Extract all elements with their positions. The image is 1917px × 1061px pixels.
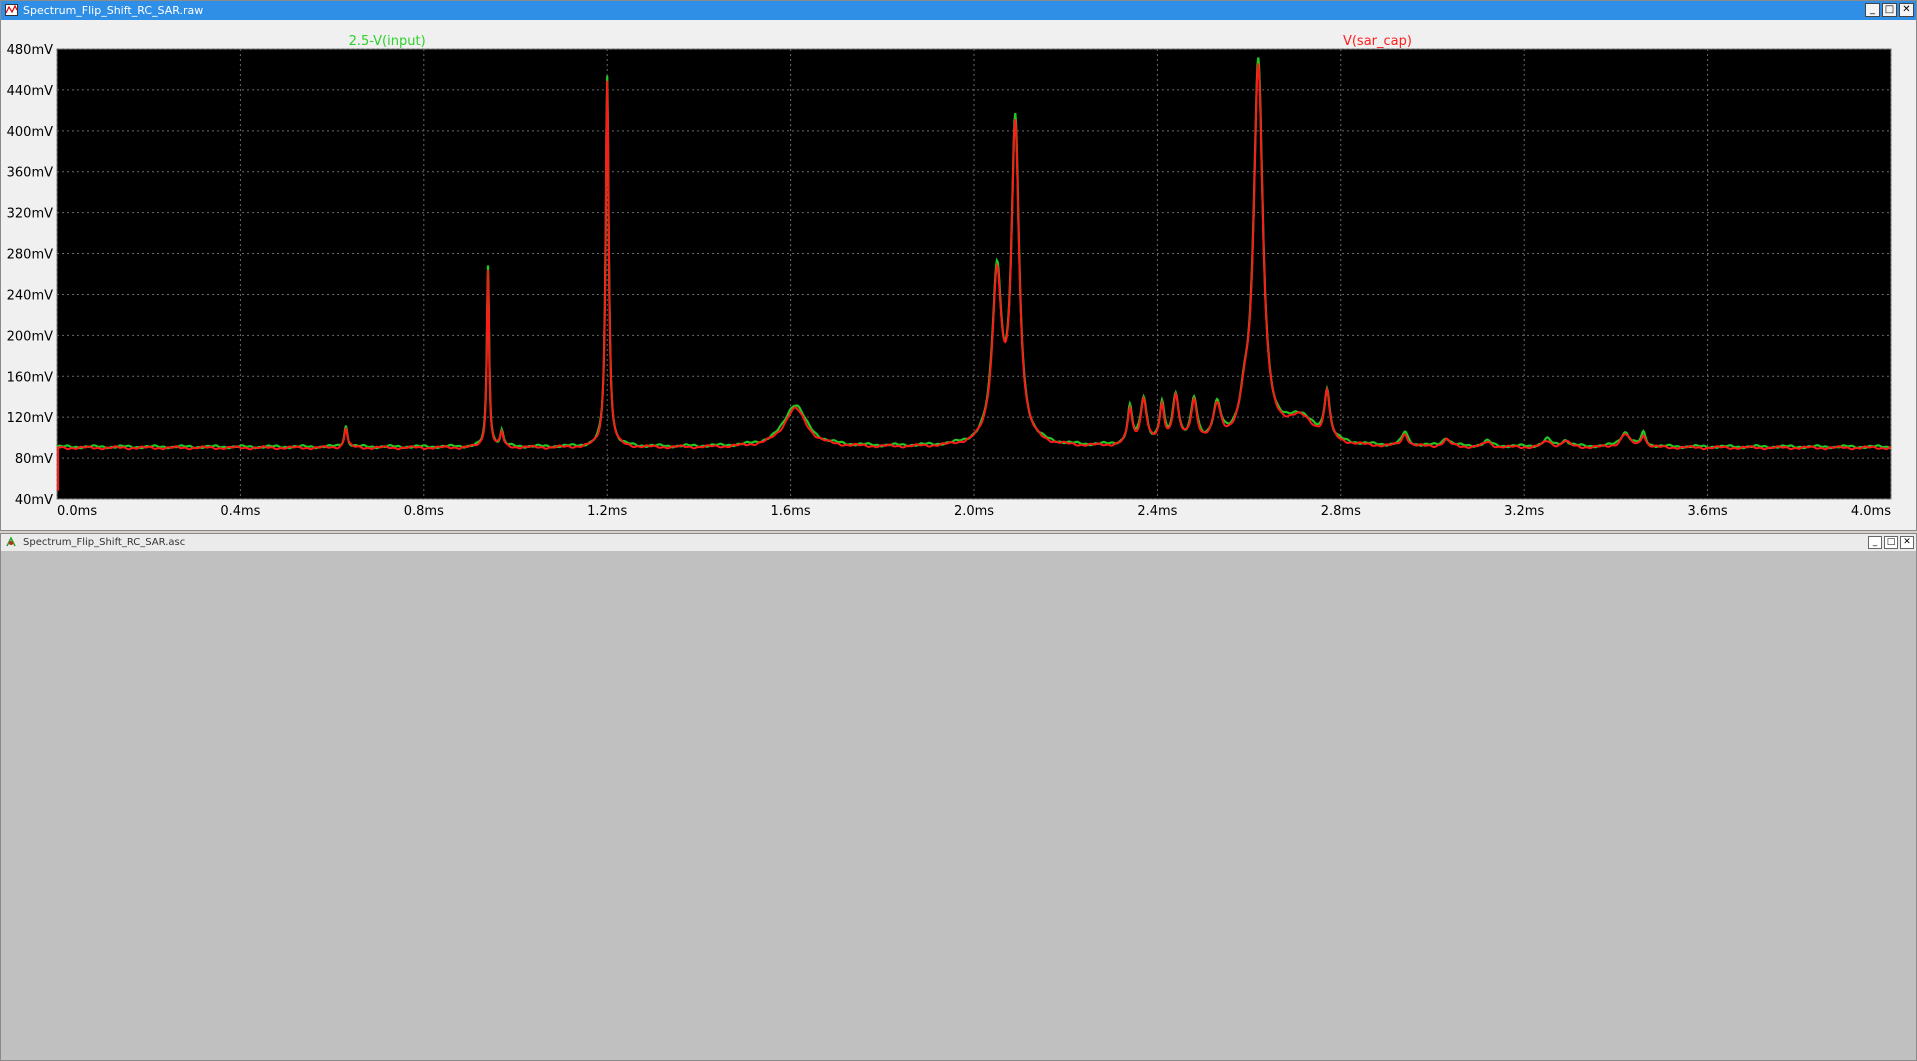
- x-tick-label: 3.6ms: [1688, 504, 1728, 519]
- schematic-app-icon: [6, 536, 16, 547]
- series-line-sar-cap[interactable]: [56, 63, 1892, 451]
- y-tick-label: 280mV: [7, 248, 53, 263]
- y-tick-label: 40mV: [15, 493, 53, 508]
- schematic-minimize-button[interactable]: _: [1868, 536, 1882, 549]
- x-tick-label: 4.0ms: [1851, 504, 1891, 519]
- minimize-button[interactable]: _: [1865, 3, 1880, 17]
- y-tick-label: 480mV: [7, 43, 53, 58]
- schematic-canvas[interactable]: + − + + − + − + − + −: [1, 552, 1916, 1060]
- schematic-window: Spectrum_Flip_Shift_RC_SAR.asc _ □ ✕: [0, 533, 1917, 1061]
- schematic-window-title: Spectrum_Flip_Shift_RC_SAR.asc: [23, 537, 186, 548]
- schematic-maximize-button[interactable]: □: [1884, 536, 1898, 549]
- x-tick-label: 0.4ms: [220, 504, 260, 519]
- x-tick-label: 2.4ms: [1137, 504, 1177, 519]
- y-tick-label: 160mV: [7, 370, 53, 385]
- close-button[interactable]: ✕: [1899, 3, 1914, 17]
- legend-sar-cap[interactable]: V(sar_cap): [1343, 34, 1412, 49]
- x-tick-label: 2.8ms: [1321, 504, 1361, 519]
- x-tick-label: 3.2ms: [1504, 504, 1544, 519]
- schematic-titlebar[interactable]: Spectrum_Flip_Shift_RC_SAR.asc _ □ ✕: [1, 534, 1916, 551]
- waveform-window-title: Spectrum_Flip_Shift_RC_SAR.raw: [23, 4, 204, 17]
- schematic-close-button[interactable]: ✕: [1900, 536, 1914, 549]
- y-tick-label: 440mV: [7, 84, 53, 99]
- x-tick-label: 2.0ms: [954, 504, 994, 519]
- maximize-button[interactable]: □: [1882, 3, 1897, 17]
- y-tick-label: 400mV: [7, 125, 53, 140]
- y-tick-label: 320mV: [7, 207, 53, 222]
- y-tick-label: 200mV: [7, 329, 53, 344]
- x-tick-label: 0.8ms: [404, 504, 444, 519]
- y-tick-label: 240mV: [7, 288, 53, 303]
- x-tick-label: 1.6ms: [771, 504, 811, 519]
- waveform-plot[interactable]: 40mV 80mV 120mV 160mV 200mV 240mV 280mV 320mV 36…: [1, 21, 1916, 530]
- y-tick-label: 120mV: [7, 411, 53, 426]
- waveform-app-icon: [5, 4, 18, 16]
- waveform-titlebar[interactable]: Spectrum_Flip_Shift_RC_SAR.raw _ □ ✕: [1, 1, 1916, 20]
- x-tick-label: 1.2ms: [587, 504, 627, 519]
- y-tick-label: 360mV: [7, 166, 53, 181]
- y-tick-label: 80mV: [15, 452, 53, 467]
- legend-input[interactable]: 2.5-V(input): [349, 34, 426, 49]
- x-tick-label: 0.0ms: [57, 504, 97, 519]
- waveform-window: Spectrum_Flip_Shift_RC_SAR.raw _ □ ✕ 40m…: [0, 0, 1917, 531]
